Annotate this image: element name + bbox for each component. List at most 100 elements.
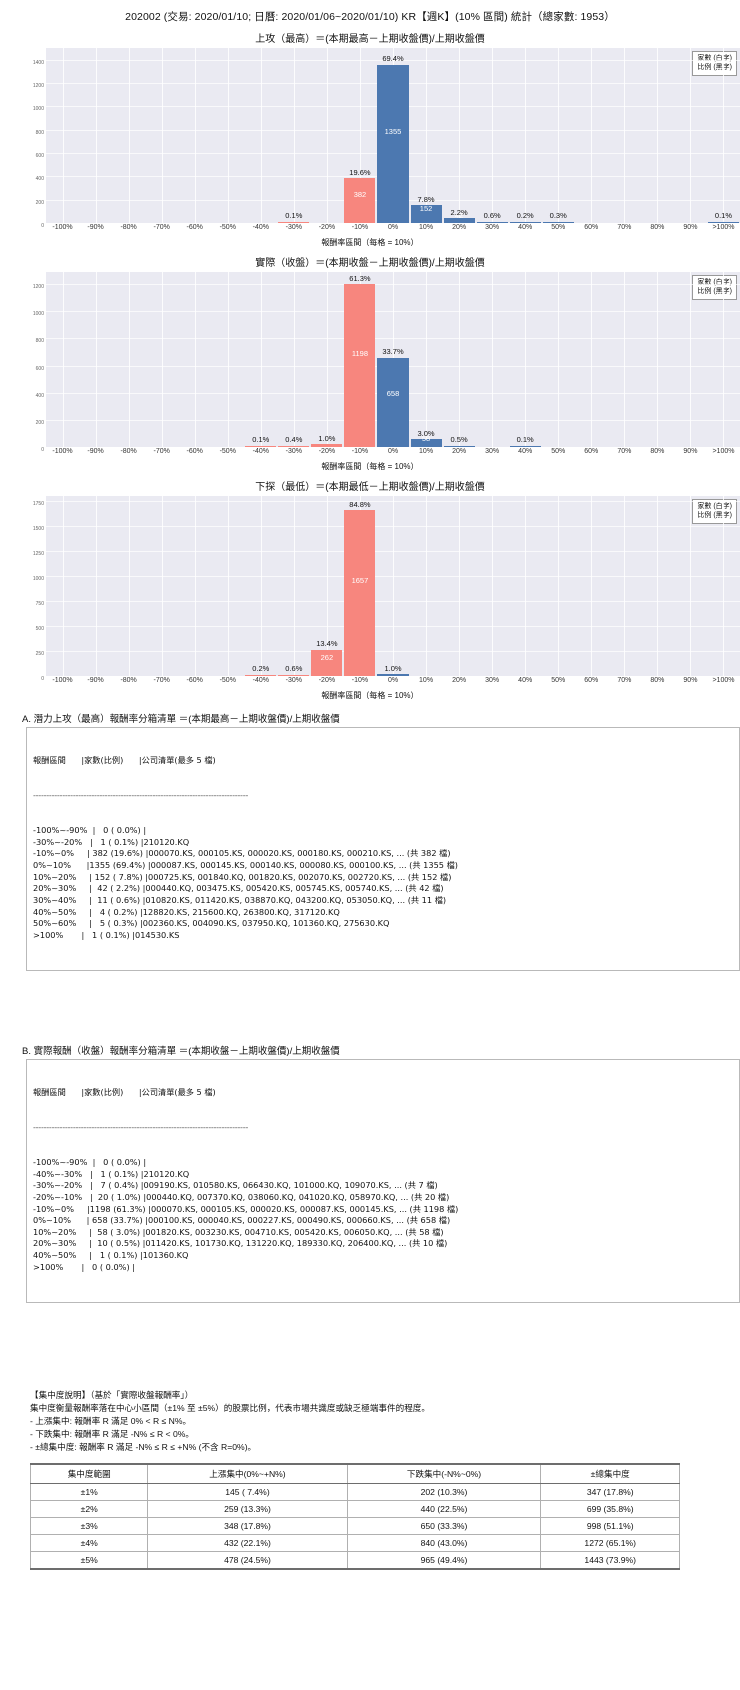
y-tick-label: 750 [35,601,44,607]
bar: 382 [344,178,376,223]
x-tick-label: -30% [285,677,303,684]
bar-count-label: 262 [320,652,334,662]
y-axis-label-actual: 股票家數 [0,272,22,447]
legend-box-actual: 家數 (白字) 比例 (黑字) [692,275,737,300]
grid-line [62,496,64,676]
x-tick-label: -80% [120,677,137,684]
list-item: 0%~10% |1355 (69.4%) |000087.KS, 000145.… [33,860,458,871]
grid-line [46,338,740,340]
list-item: 20%~30% | 42 ( 2.2%) |000440.KQ, 003475.… [33,883,444,894]
x-tick-label: -20% [318,677,336,684]
bar-pct-label: 0.3% [549,211,567,221]
x-tick-label: 90% [683,677,698,684]
table-row: ±2% 259 (13.3%) 440 (22.5%) 699 (35.8%) [29,1499,680,1518]
grid-line [161,496,163,676]
grid-line [260,496,262,676]
list-item: -100%~-90% | 0 ( 0.0%) | [33,825,147,836]
x-axis-upside: -100% -90% -80% -70% -60% -50% -40% -30% -20% -10… [46,223,740,236]
table-header-cell: 上漲集中(0%~+N%) [147,1462,348,1484]
x-tick-label: -40% [252,677,269,684]
grid-line [128,496,130,676]
grid-line [62,48,64,223]
bar-count-label: 42 [454,211,464,221]
grid-line [558,496,560,676]
y-tick-label: 1400 [32,59,44,66]
list-item: -10%~0% | 382 (19.6%) |000070.KS, 000105… [33,848,451,859]
bar-pct-label: 61.3% [349,273,371,283]
report-page: 202002 (交易: 2020/01/10; 日曆: 2020/01/06~2… [0,11,740,1570]
grid-line [690,272,692,447]
table-row: ±3% 348 (17.8%) 650 (33.3%) 998 (51.1%) [29,1516,680,1535]
bar-pct-label: 0.1% [252,435,270,445]
bar: 262 [311,649,343,676]
table-cell: ±1% [29,1482,149,1501]
bar-pct-label: 0.6% [285,664,303,674]
x-tick-label: 80% [650,677,665,684]
x-tick-label: 30% [485,448,500,455]
table-cell: 348 (17.8%) [147,1516,348,1535]
x-tick-label: -70% [153,448,170,455]
bar [542,221,574,223]
y-tick-label: 1250 [32,551,44,557]
x-tick-label: 60% [584,224,599,231]
bar-count-label: 382 [353,189,367,199]
y-tick-label: 1200 [32,284,44,291]
y-tick-label: 250 [35,651,44,657]
y-tick-label: 0 [41,447,44,453]
grid-line [326,48,328,223]
x-tick-label: 30% [485,224,500,231]
grid-line [227,48,229,223]
bar: 1198 [344,284,376,447]
list-item: 10%~20% | 152 ( 7.8%) |000725.KS, 001840… [33,871,452,882]
grid-line [227,496,229,676]
section-a-listbox: 報酬區間 |家數(比例) |公司清單(最多 5 檔) -------------… [26,727,740,971]
bar-pct-label: 1.0% [318,433,336,443]
plot-area-upside: 家數 (白字) 比例 (黑字) 0.1% 382 19.6% 1355 69.4% 152… [46,48,740,224]
y-tick-label: 1750 [32,501,44,507]
x-tick-label: -70% [153,224,170,231]
y-tick-label: 800 [35,129,44,136]
grid-line [326,496,328,676]
legend-line-ratio: 比例 (黑字) [697,512,732,520]
list-item: >100% | 0 ( 0.0%) | [33,1261,136,1272]
grid-line [161,48,163,223]
grid-line [723,272,725,447]
grid-line [95,48,97,223]
grid-line [426,272,428,447]
list-item: -100%~-90% | 0 ( 0.0%) | [33,1156,147,1167]
grid-line [46,626,740,627]
bar-pct-label: 2.2% [450,207,468,217]
table-cell: 478 (24.5%) [147,1550,348,1570]
grid-line [46,651,740,652]
legend-line-ratio: 比例 (黑字) [697,64,732,72]
grid-line [161,272,163,447]
x-tick-label: 10% [419,224,434,231]
x-tick-label: -40% [252,224,269,231]
bar-pct-label: 0.1% [714,211,733,221]
grid-line [46,501,740,502]
table-cell: 440 (22.5%) [346,1499,542,1518]
x-tick-label: -30% [285,224,303,231]
grid-line [558,48,560,223]
x-tick-label: 40% [518,448,533,455]
section-a-title: A. 潛力上攻（最高）報酬率分箱清單 ＝(本期最高－上期收盤價)/上期收盤價 [22,714,340,725]
table-cell: 1272 (65.1%) [540,1533,680,1552]
x-tick-label: -100% [52,224,73,231]
x-tick-label: 70% [617,448,632,455]
grid-line [624,48,626,223]
bar [509,445,541,447]
note-line: 集中度衡量報酬率落在中心小區間（±1% 至 ±5%）的股票比例，代表市場共識度或… [30,1402,430,1413]
section-a-header: 報酬區間 |家數(比例) |公司清單(最多 5 檔) [33,755,216,766]
x-tick-label: -60% [186,224,203,231]
x-tick-label: -90% [87,677,104,684]
note-line: - 下跌集中: 報酬率 R 滿足 -N% ≤ R < 0%。 [30,1428,194,1439]
bar [278,674,310,676]
x-tick-label: 20% [452,224,467,231]
x-tick-label: 50% [551,677,566,684]
grid-line [46,576,740,577]
list-item: -30%~-20% | 7 ( 0.4%) |009190.KS, 010580… [33,1180,438,1191]
bar-pct-label: 3.0% [417,428,435,438]
table-cell: ±4% [29,1533,149,1552]
list-item: -40%~-30% | 1 ( 0.1%) |210120.KQ [33,1168,190,1179]
grid-line [46,601,740,602]
